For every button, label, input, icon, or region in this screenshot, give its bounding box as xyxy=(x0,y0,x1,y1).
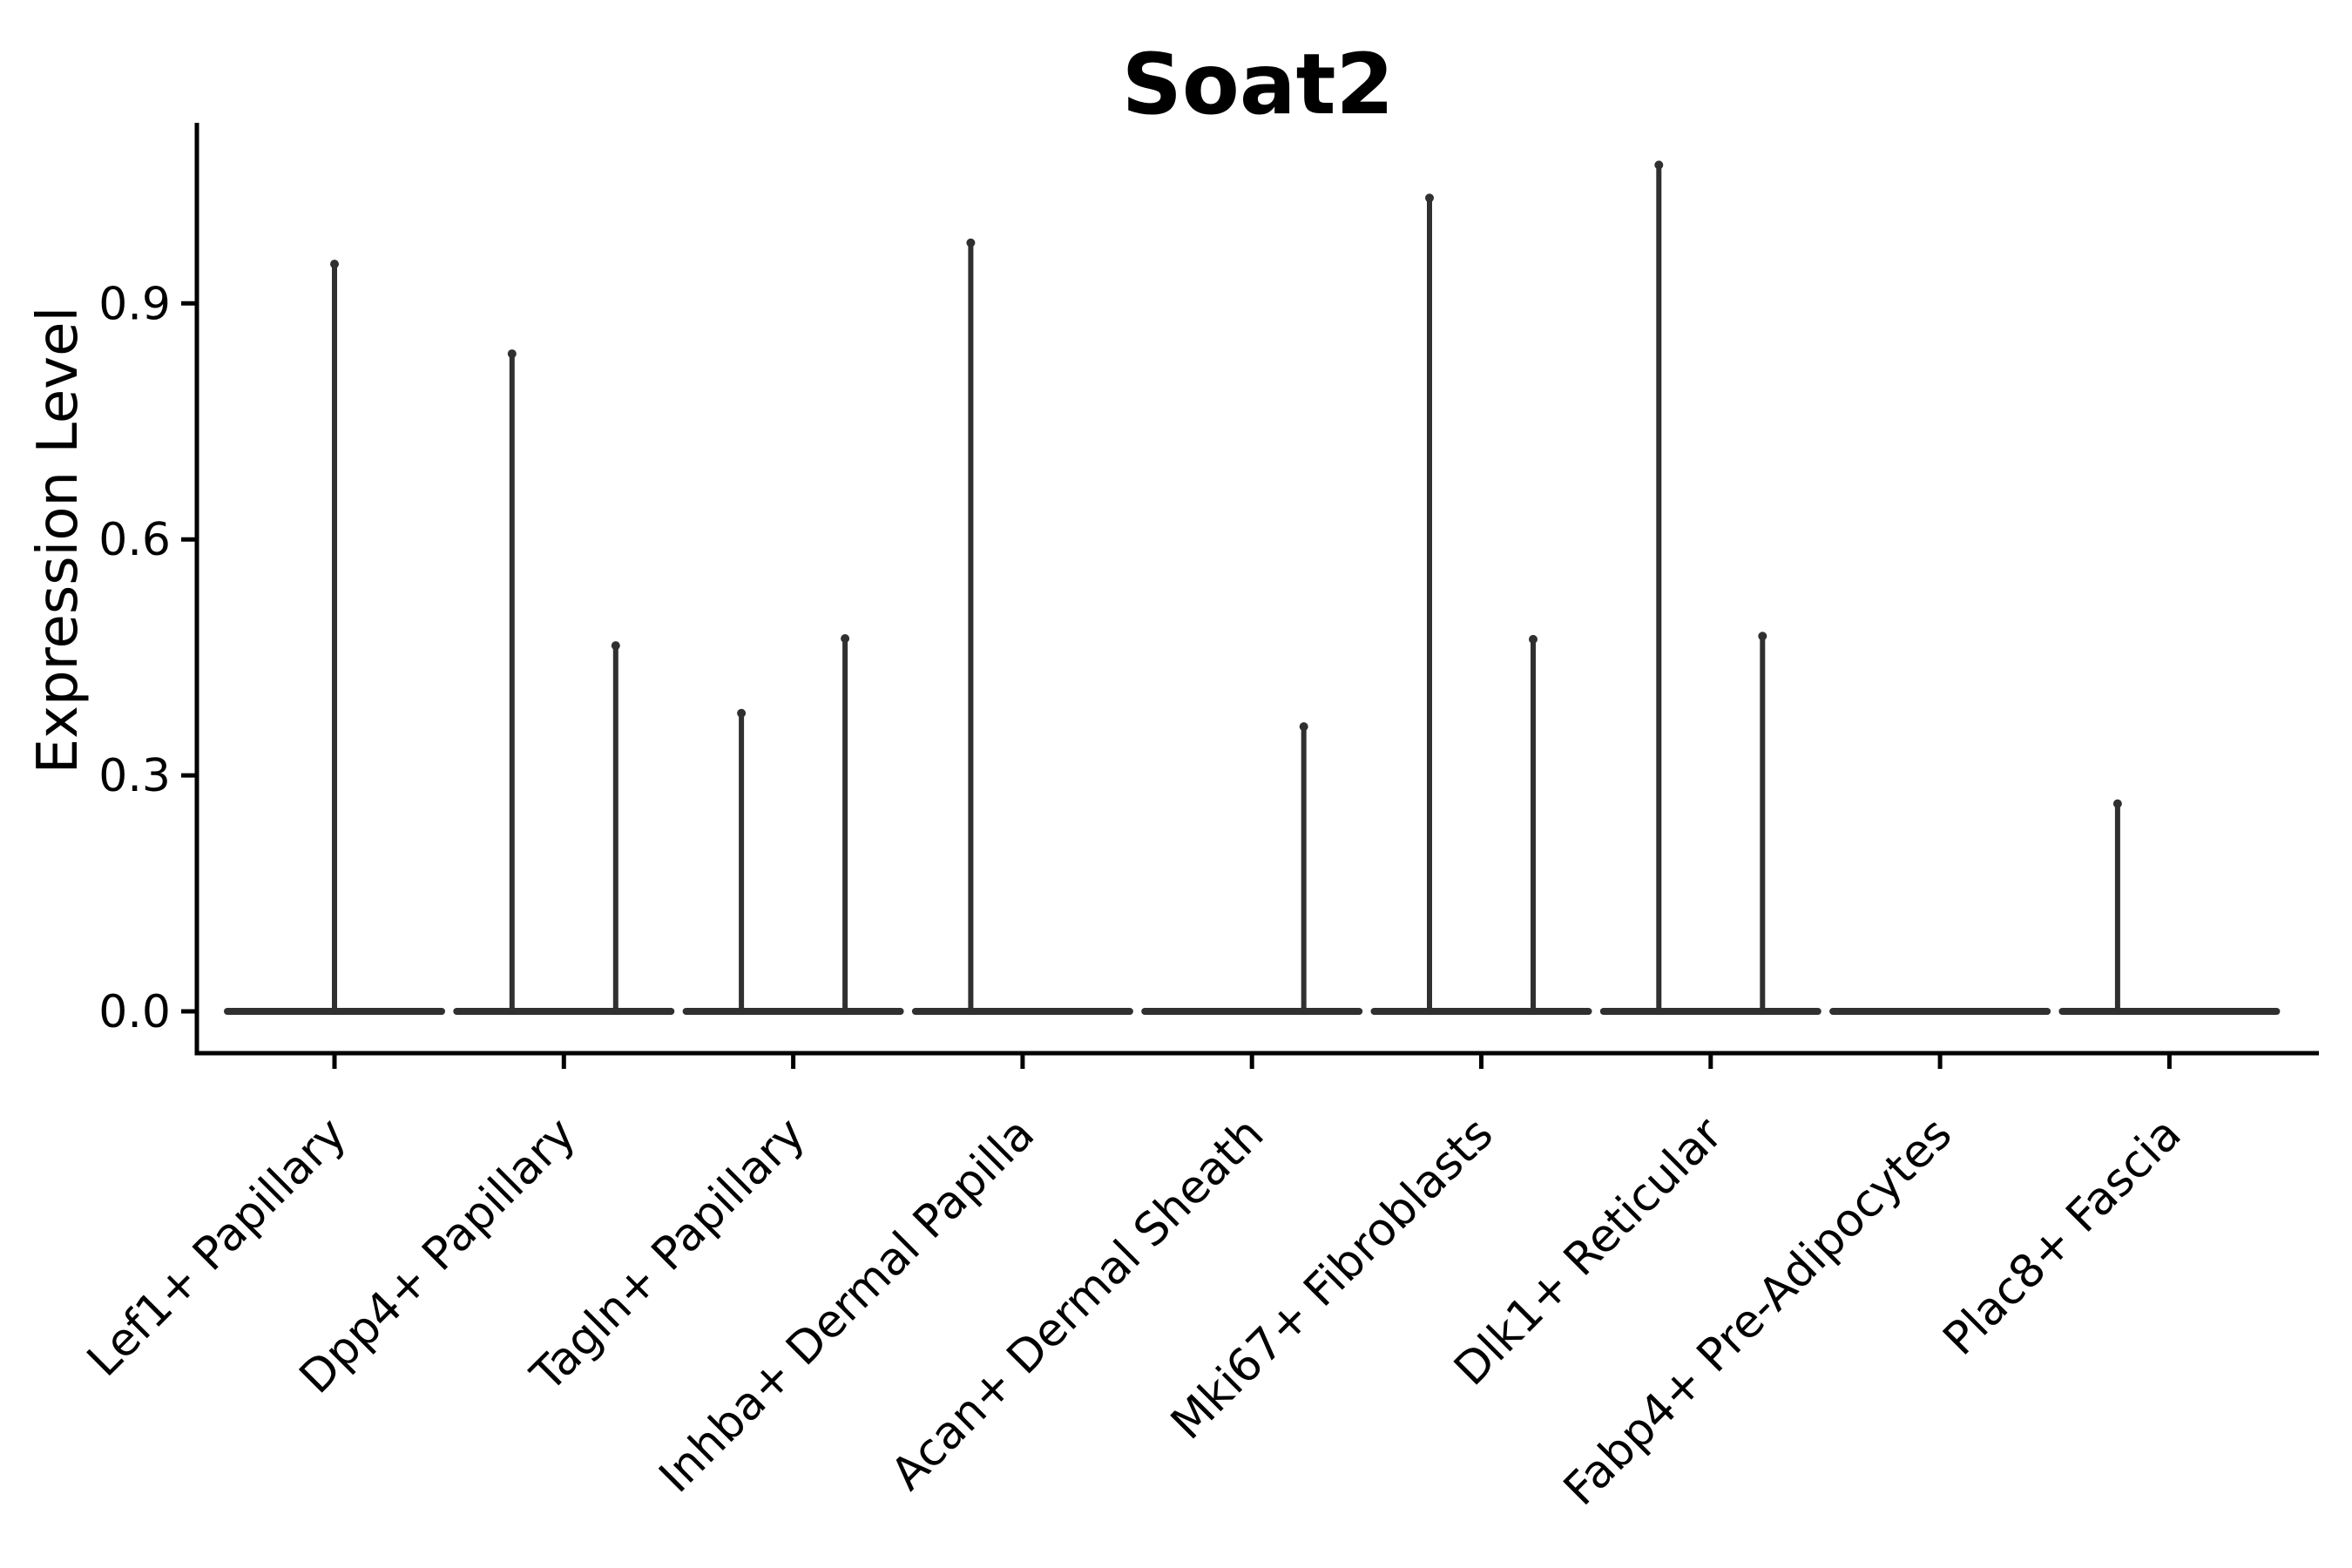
x-tick-label: Plac8+ Fascia xyxy=(1934,1108,2192,1366)
violin-spike-tip xyxy=(2112,799,2122,808)
y-axis-ticks: 0.0 0.3 0.6 0.9 xyxy=(98,278,197,1038)
violin-spike-tip xyxy=(611,641,620,651)
y-axis-label: Expression Level xyxy=(26,307,91,774)
violin xyxy=(224,260,445,1015)
violin-spike-tip xyxy=(737,708,747,718)
violin-spike-tip xyxy=(1529,634,1538,644)
x-tick-label: Fabp4+ Pre-Adipocytes xyxy=(1554,1108,1962,1516)
violin xyxy=(911,238,1133,1015)
y-tick-label: 0.6 xyxy=(98,514,171,566)
violin-spike-tip xyxy=(1299,722,1308,732)
violin-spike-tip xyxy=(966,238,976,247)
violin xyxy=(1141,722,1363,1015)
violin-spike-tip xyxy=(1425,193,1434,203)
violin xyxy=(1599,160,1821,1015)
violin xyxy=(1370,193,1592,1015)
violin-spike-tip xyxy=(330,260,339,269)
violin xyxy=(453,349,675,1015)
y-tick-label: 0.3 xyxy=(98,750,171,802)
x-tick-label: Acan+ Dermal Sheath xyxy=(882,1108,1274,1501)
y-tick-label: 0.0 xyxy=(98,986,171,1038)
violin-spike-tip xyxy=(841,633,850,643)
violin-spike-tip xyxy=(1758,632,1767,641)
violin xyxy=(682,633,904,1015)
violin-spike-tip xyxy=(507,349,517,359)
violin-spike-tip xyxy=(1654,160,1664,170)
x-tick-label: Inhba+ Dermal Papilla xyxy=(650,1108,1044,1503)
y-tick-label: 0.9 xyxy=(98,278,171,330)
x-axis-ticks xyxy=(332,1053,2172,1069)
violins xyxy=(224,160,2281,1015)
chart-title: Soat2 xyxy=(1122,36,1395,133)
violin xyxy=(2058,799,2281,1015)
